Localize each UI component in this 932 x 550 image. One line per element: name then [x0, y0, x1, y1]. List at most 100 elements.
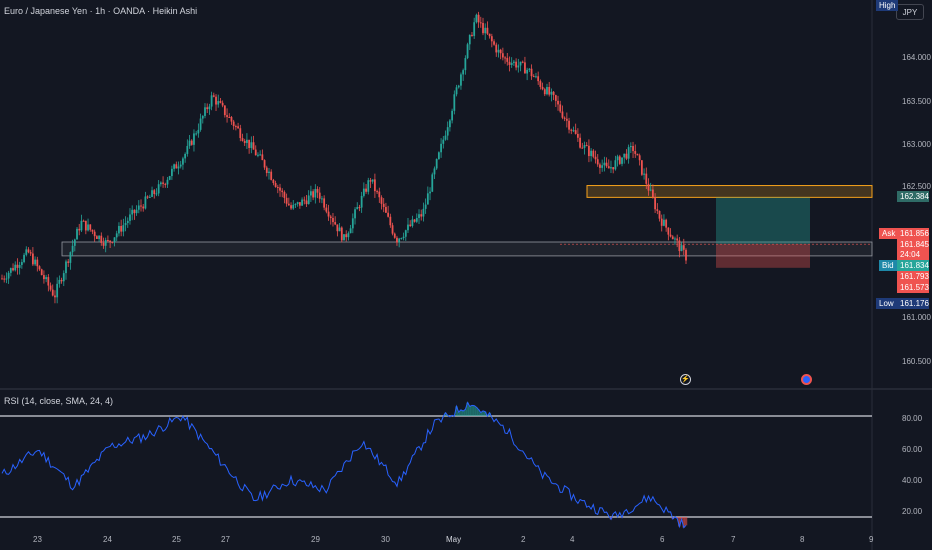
rsi-tick: 80.00 — [902, 414, 923, 423]
candle-body — [325, 207, 328, 212]
candle-body — [568, 120, 570, 130]
candle-body — [276, 186, 279, 188]
candle-body — [279, 187, 281, 191]
candle-body — [179, 164, 182, 167]
countdown-tag: 24:04 — [897, 249, 929, 260]
candle-body — [265, 167, 268, 173]
candle-body — [369, 180, 372, 182]
rsi-tick: 40.00 — [902, 476, 923, 485]
candle-body — [398, 238, 401, 243]
candle-body — [453, 94, 456, 111]
candle-body — [115, 233, 118, 238]
low-price-tag: 161.176 — [897, 298, 929, 309]
candle-body — [177, 166, 180, 169]
candle-body — [250, 142, 253, 148]
candle-body — [40, 269, 43, 276]
stop-price-tag: 161.573 — [897, 282, 929, 293]
candle-body — [499, 49, 502, 54]
candle-body — [409, 224, 412, 226]
candle-body — [508, 61, 511, 65]
candle-body — [272, 179, 275, 184]
candle-body — [166, 179, 169, 185]
candle-body — [20, 262, 23, 265]
candle-body — [557, 100, 559, 105]
candle-body — [440, 143, 442, 153]
time-label: 27 — [221, 535, 230, 544]
candle-body — [287, 203, 290, 206]
candle-body — [188, 140, 191, 146]
candle-body — [678, 240, 681, 252]
candle-body — [490, 36, 493, 42]
candle-body — [107, 239, 109, 241]
candle-body — [437, 152, 440, 160]
candle-body — [647, 183, 650, 191]
lightning-icon[interactable]: ⚡ — [680, 374, 691, 385]
candle-body — [621, 157, 623, 164]
rsi-tick: 60.00 — [902, 445, 923, 454]
candle-body — [378, 191, 381, 198]
candle-body — [124, 222, 127, 226]
candle-body — [323, 198, 326, 208]
price-tick: 161.000 — [902, 313, 931, 322]
time-label: 2 — [521, 535, 526, 544]
candle-body — [89, 224, 92, 230]
candle-body — [65, 261, 67, 274]
candle-body — [345, 234, 348, 238]
candle-body — [554, 95, 557, 101]
candle-body — [682, 245, 685, 250]
candle-body — [1, 278, 3, 280]
candle-body — [201, 115, 204, 119]
candle-body — [69, 252, 72, 263]
candle-body — [131, 209, 134, 215]
candle-body — [546, 86, 548, 95]
candle-body — [594, 156, 597, 160]
candle-body — [3, 278, 6, 280]
candle-body — [495, 44, 498, 53]
candle-body — [182, 158, 184, 165]
candle-body — [462, 70, 465, 75]
candle-body — [685, 249, 687, 261]
candle-body — [473, 22, 476, 36]
candle-body — [435, 159, 438, 169]
candle-body — [159, 182, 162, 185]
candle-body — [5, 278, 8, 280]
currency-button[interactable]: JPY — [896, 4, 924, 20]
economic-event-icon[interactable] — [801, 374, 812, 385]
time-label: May — [446, 535, 462, 544]
candle-body — [98, 235, 100, 239]
candle-body — [570, 129, 573, 131]
candle-body — [140, 205, 142, 207]
candle-body — [217, 101, 220, 105]
candle-body — [87, 224, 89, 231]
last-price-tag: 161.845 — [897, 239, 929, 250]
candle-body — [420, 214, 423, 217]
candle-body — [588, 145, 590, 157]
candle-body — [563, 117, 566, 119]
candle-body — [27, 249, 30, 253]
candle-body — [34, 259, 36, 265]
candle-body — [404, 230, 407, 237]
candle-body — [168, 176, 171, 180]
candle-body — [314, 188, 317, 198]
bid-label: Bid — [879, 260, 897, 271]
candle-body — [667, 227, 670, 235]
candle-body — [274, 183, 277, 187]
candle-body — [111, 241, 114, 243]
candle-body — [252, 142, 255, 150]
candle-body — [674, 238, 676, 240]
candle-body — [552, 91, 555, 96]
low-label: Low — [876, 298, 897, 309]
candle-body — [393, 233, 396, 238]
candle-body — [31, 253, 34, 265]
candle-body — [60, 279, 63, 282]
candle-body — [543, 89, 546, 95]
candle-body — [118, 225, 120, 234]
candle-body — [91, 229, 94, 232]
candle-body — [301, 199, 303, 206]
time-label: 6 — [660, 535, 665, 544]
time-label: 7 — [731, 535, 736, 544]
candle-body — [23, 254, 25, 263]
candle-body — [243, 140, 246, 143]
candle-body — [7, 272, 10, 279]
